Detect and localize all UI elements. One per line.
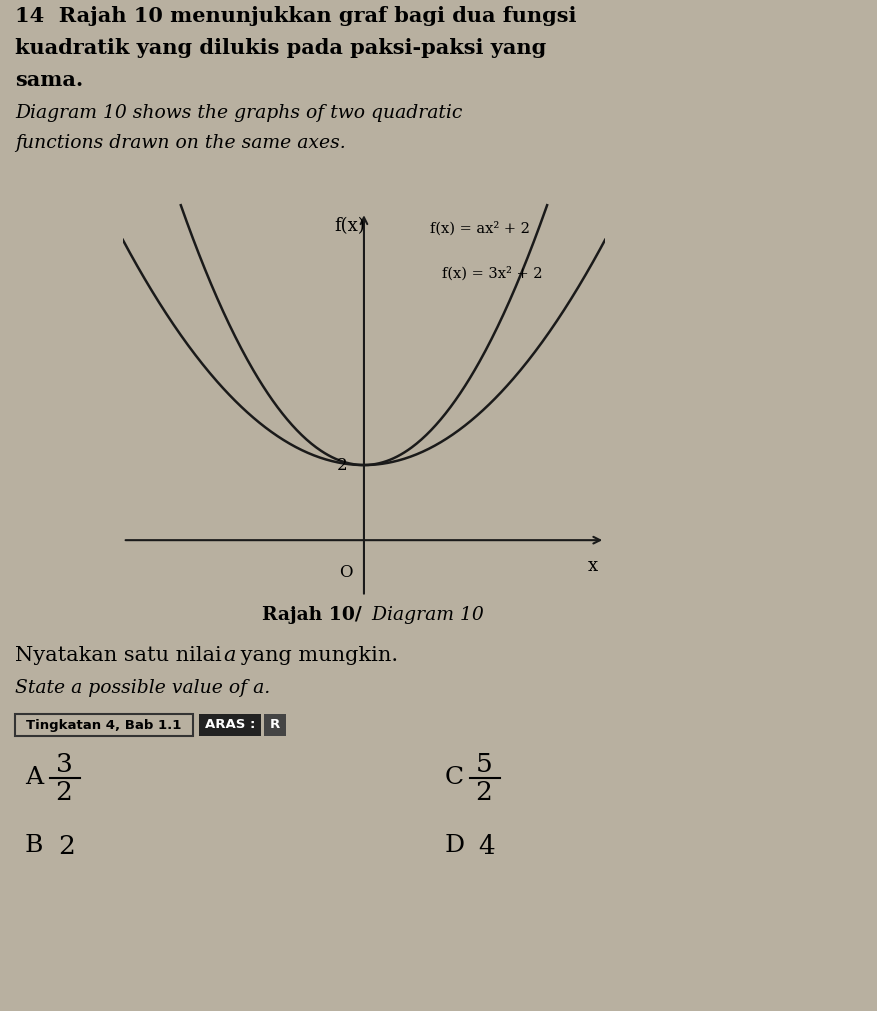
FancyBboxPatch shape <box>199 714 261 736</box>
Text: ARAS :: ARAS : <box>205 719 255 732</box>
Text: 4: 4 <box>478 833 495 858</box>
Text: a: a <box>223 646 236 665</box>
Text: B: B <box>25 834 43 857</box>
Text: 3: 3 <box>55 751 73 776</box>
Text: Rajah 10/: Rajah 10/ <box>262 606 362 624</box>
Text: 2: 2 <box>475 779 493 805</box>
FancyBboxPatch shape <box>15 714 193 736</box>
Text: functions drawn on the same axes.: functions drawn on the same axes. <box>15 134 346 152</box>
Text: A: A <box>25 766 43 790</box>
Text: C: C <box>445 766 464 790</box>
Text: 2: 2 <box>58 833 75 858</box>
Text: R: R <box>270 719 280 732</box>
Text: O: O <box>339 563 353 580</box>
Text: 2: 2 <box>55 779 73 805</box>
Text: f(x): f(x) <box>334 216 365 235</box>
Text: sama.: sama. <box>15 70 83 90</box>
Text: x: x <box>588 557 598 575</box>
Text: 2: 2 <box>337 457 347 473</box>
FancyBboxPatch shape <box>264 714 286 736</box>
Text: f(x) = 3x² + 2: f(x) = 3x² + 2 <box>442 266 543 281</box>
Text: Tingkatan 4, Bab 1.1: Tingkatan 4, Bab 1.1 <box>26 719 182 732</box>
Text: State a possible value of a.: State a possible value of a. <box>15 679 270 697</box>
Text: Diagram 10: Diagram 10 <box>366 606 484 624</box>
Text: 5: 5 <box>475 751 492 776</box>
Text: Nyatakan satu nilai: Nyatakan satu nilai <box>15 646 228 665</box>
Text: Diagram 10 shows the graphs of two quadratic: Diagram 10 shows the graphs of two quadr… <box>15 104 462 122</box>
Text: 14  Rajah 10 menunjukkan graf bagi dua fungsi: 14 Rajah 10 menunjukkan graf bagi dua fu… <box>15 6 576 26</box>
Text: yang mungkin.: yang mungkin. <box>234 646 398 665</box>
Text: D: D <box>445 834 465 857</box>
Text: f(x) = ax² + 2: f(x) = ax² + 2 <box>431 221 531 236</box>
Text: kuadratik yang dilukis pada paksi-paksi yang: kuadratik yang dilukis pada paksi-paksi … <box>15 38 546 58</box>
